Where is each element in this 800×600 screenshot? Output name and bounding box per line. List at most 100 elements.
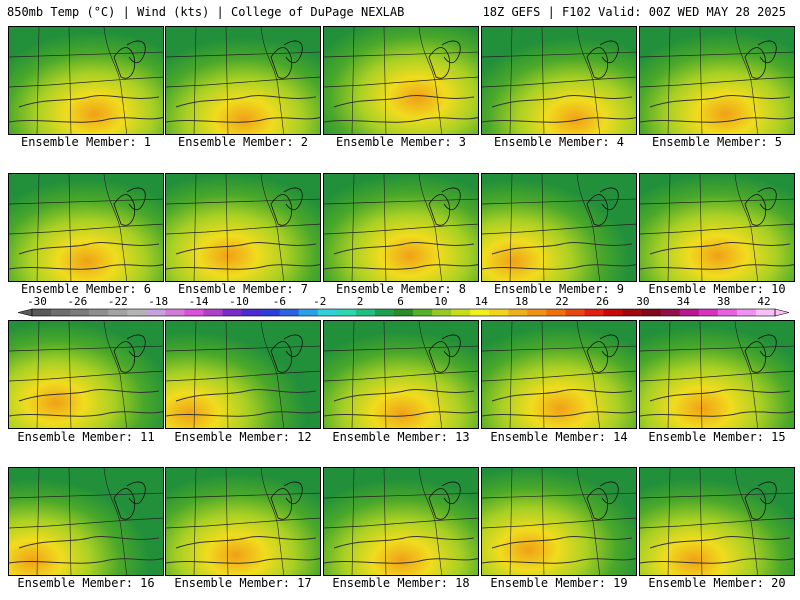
- colorbar-swatch: [679, 309, 700, 316]
- colorbar-swatch: [184, 309, 204, 316]
- colorbar-tick-label: -2: [313, 295, 327, 308]
- ensemble-member-map: [639, 320, 795, 429]
- ensemble-member-label: Ensemble Member: 6: [20, 282, 152, 296]
- temperature-field-map: [640, 174, 794, 281]
- colorbar-swatch: [603, 309, 624, 316]
- ensemble-member-label: Ensemble Member: 10: [648, 282, 786, 296]
- temperature-field-map: [324, 321, 478, 428]
- colorbar-tick-label: -14: [188, 295, 209, 308]
- colorbar-swatch: [393, 309, 414, 316]
- ensemble-member-map: [165, 26, 321, 135]
- ensemble-member-label: Ensemble Member: 13: [332, 430, 470, 444]
- colorbar-outline: [31, 308, 776, 317]
- ensemble-member-map: [8, 173, 164, 282]
- colorbar-swatch: [241, 309, 262, 316]
- colorbar-swatch: [489, 309, 509, 316]
- colorbar-tick-label: 42: [757, 295, 771, 308]
- colorbar-swatch: [355, 309, 376, 316]
- product-title: 850mb Temp (°C) | Wind (kts) | College o…: [7, 5, 405, 19]
- colorbar-swatch: [755, 309, 776, 316]
- colorbar-swatch: [51, 309, 71, 316]
- temperature-field-map: [166, 27, 320, 134]
- ensemble-member-map: [639, 173, 795, 282]
- colorbar-tick-label: 30: [636, 295, 650, 308]
- colorbar-swatch: [584, 309, 605, 316]
- colorbar-tick-label: -22: [107, 295, 128, 308]
- ensemble-member-label: Ensemble Member: 1: [20, 135, 152, 149]
- colorbar-tick-label: 22: [555, 295, 569, 308]
- ensemble-member-map: [8, 320, 164, 429]
- colorbar-swatch: [736, 309, 757, 316]
- colorbar-swatch: [527, 309, 547, 316]
- ensemble-member-map: [481, 173, 637, 282]
- colorbar-swatch: [260, 309, 281, 316]
- ensemble-member-map: [481, 467, 637, 576]
- colorbar-swatch: [298, 309, 319, 316]
- colorbar-swatch: [451, 309, 471, 316]
- colorbar-swatch: [89, 309, 109, 316]
- ensemble-member-map: [639, 26, 795, 135]
- ensemble-member-map: [8, 26, 164, 135]
- temperature-field-map: [640, 468, 794, 575]
- temperature-colorbar: -30 -26 -22 -18 -14 -10 -6 -2 2 6 10 14 18 22 26 30 34 38…: [0, 296, 800, 318]
- ensemble-member-label: Ensemble Member: 15: [648, 430, 786, 444]
- ensemble-member-map: [165, 173, 321, 282]
- colorbar-swatch: [641, 309, 662, 316]
- colorbar-swatch: [470, 309, 490, 316]
- temperature-field-map: [166, 468, 320, 575]
- ensemble-member-map: [481, 320, 637, 429]
- ensemble-member-label: Ensemble Member: 7: [177, 282, 309, 296]
- colorbar-swatch: [660, 309, 681, 316]
- temperature-field-map: [482, 321, 636, 428]
- temperature-field-map: [9, 468, 163, 575]
- colorbar-swatch: [108, 309, 128, 316]
- colorbar-swatch: [203, 309, 224, 316]
- valid-time-title: 18Z GEFS | F102 Valid: 00Z WED MAY 28 20…: [482, 5, 786, 19]
- ensemble-member-label: Ensemble Member: 2: [177, 135, 309, 149]
- ensemble-member-map: [165, 467, 321, 576]
- ensemble-member-map: [323, 467, 479, 576]
- colorbar-tick-label: -18: [148, 295, 169, 308]
- colorbar-tick-label: 18: [515, 295, 529, 308]
- colorbar-swatch: [279, 309, 300, 316]
- temperature-field-map: [482, 174, 636, 281]
- colorbar-swatch: [222, 309, 243, 316]
- ensemble-member-label: Ensemble Member: 14: [490, 430, 628, 444]
- ensemble-member-label: Ensemble Member: 4: [493, 135, 625, 149]
- temperature-field-map: [482, 27, 636, 134]
- colorbar-swatch: [146, 309, 166, 316]
- ensemble-member-label: Ensemble Member: 20: [648, 576, 786, 590]
- ensemble-member-map: [323, 26, 479, 135]
- colorbar-max-arrow: [774, 308, 790, 317]
- temperature-field-map: [324, 468, 478, 575]
- temperature-field-map: [640, 27, 794, 134]
- colorbar-swatch: [717, 309, 738, 316]
- colorbar-swatch: [622, 309, 643, 316]
- temperature-field-map: [640, 321, 794, 428]
- colorbar-swatch: [165, 309, 185, 316]
- colorbar-swatch: [413, 309, 433, 316]
- ensemble-member-label: Ensemble Member: 3: [335, 135, 467, 149]
- ensemble-member-map: [8, 467, 164, 576]
- ensemble-member-map: [165, 320, 321, 429]
- header: 850mb Temp (°C) | Wind (kts) | College o…: [0, 0, 800, 24]
- ensemble-member-label: Ensemble Member: 11: [17, 430, 155, 444]
- temperature-field-map: [324, 27, 478, 134]
- ensemble-member-label: Ensemble Member: 19: [490, 576, 628, 590]
- colorbar-tick-label: 2: [356, 295, 364, 308]
- ensemble-member-map: [639, 467, 795, 576]
- colorbar-swatch: [70, 309, 90, 316]
- colorbar-swatch: [432, 309, 452, 316]
- colorbar-strip: [17, 308, 790, 317]
- colorbar-swatch: [546, 309, 566, 316]
- colorbar-tick-label: 34: [676, 295, 690, 308]
- temperature-field-map: [324, 174, 478, 281]
- colorbar-tick-label: 10: [434, 295, 448, 308]
- ensemble-member-label: Ensemble Member: 16: [17, 576, 155, 590]
- colorbar-swatch: [698, 309, 719, 316]
- colorbar-swatch: [374, 309, 395, 316]
- colorbar-swatch: [127, 309, 147, 316]
- ensemble-member-label: Ensemble Member: 8: [335, 282, 467, 296]
- colorbar-tick-label: 6: [397, 295, 404, 308]
- ensemble-member-map: [323, 173, 479, 282]
